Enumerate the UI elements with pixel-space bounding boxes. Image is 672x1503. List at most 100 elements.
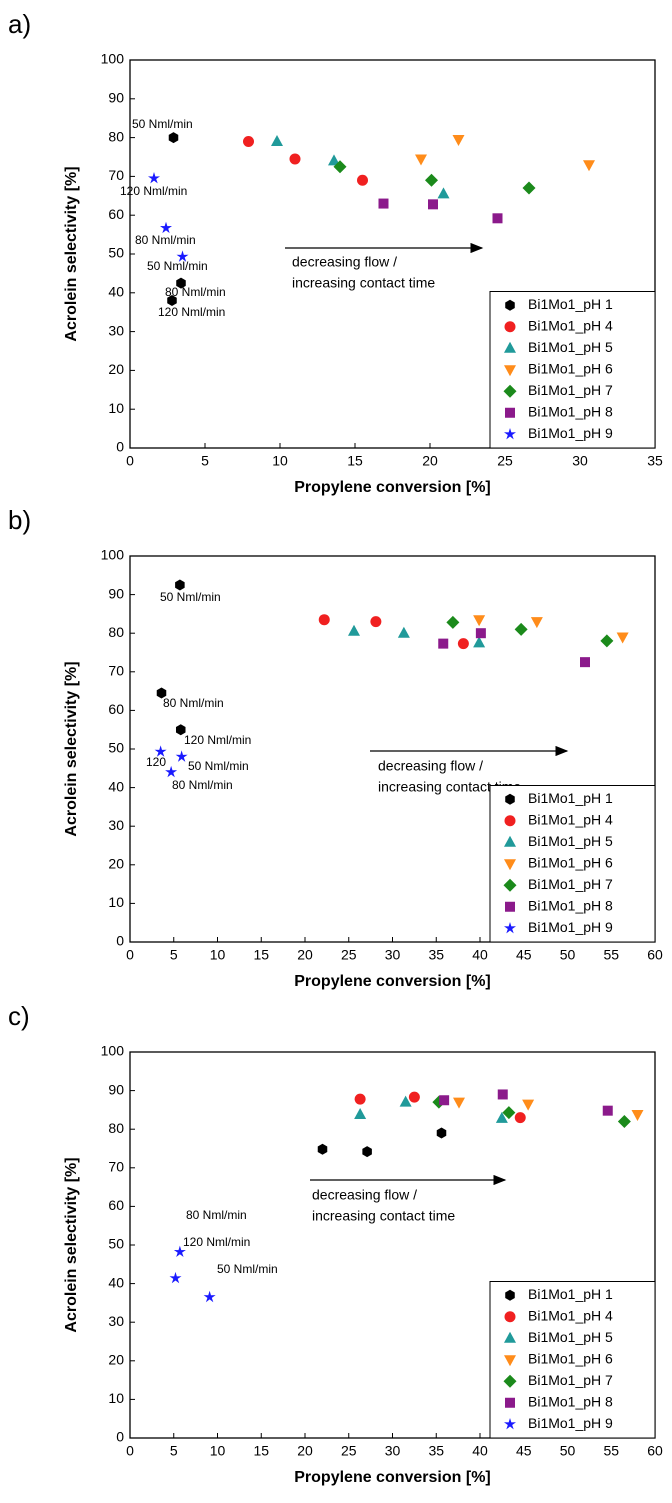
data-point: [362, 1146, 372, 1158]
x-tick-label: 30: [572, 453, 588, 469]
legend-label: Bi1Mo1_pH 1: [528, 296, 613, 312]
legend-label: Bi1Mo1_pH 6: [528, 854, 613, 870]
annotation: 80 Nml/min: [165, 285, 226, 299]
y-tick-label: 60: [108, 206, 124, 222]
x-tick-label: 40: [472, 947, 488, 963]
legend-label: Bi1Mo1_pH 7: [528, 382, 613, 398]
data-point: [436, 1127, 447, 1139]
y-tick-label: 10: [108, 400, 124, 416]
data-point: [175, 750, 188, 762]
x-tick-label: 25: [341, 947, 357, 963]
y-tick-label: 0: [116, 933, 124, 949]
legend-marker: [504, 859, 516, 871]
x-tick-label: 35: [647, 453, 663, 469]
data-point: [631, 1110, 644, 1122]
x-axis-title: Propylene conversion [%]: [294, 973, 491, 990]
legend-label: Bi1Mo1_pH 1: [528, 1286, 613, 1302]
legend-marker: [505, 299, 515, 311]
legend-marker: [503, 878, 517, 892]
x-tick-label: 50: [560, 947, 576, 963]
x-tick-label: 0: [126, 947, 134, 963]
annotation: 120: [146, 755, 166, 769]
data-point: [175, 579, 185, 591]
data-point: [583, 160, 595, 172]
y-tick-label: 70: [108, 167, 124, 183]
data-point: [289, 153, 301, 165]
x-tick-label: 10: [210, 1443, 226, 1459]
legend-label: Bi1Mo1_pH 5: [528, 1329, 613, 1345]
x-tick-label: 15: [347, 453, 363, 469]
y-tick-label: 90: [108, 585, 124, 601]
arrow-text: decreasing flow /: [312, 1187, 417, 1203]
legend-marker: [504, 321, 516, 333]
annotation: 80 Nml/min: [172, 778, 233, 792]
panel-label: c): [8, 1001, 30, 1031]
legend-label: Bi1Mo1_pH 7: [528, 876, 613, 892]
data-point: [318, 614, 330, 626]
annotation: 120 Nml/min: [158, 305, 225, 319]
arrow-text: increasing contact time: [312, 1208, 455, 1224]
x-tick-label: 20: [422, 453, 438, 469]
y-axis-title: Acrolein selectivity [%]: [63, 1157, 80, 1332]
data-point: [203, 1290, 216, 1303]
annotation: 120 Nml/min: [120, 184, 187, 198]
data-point: [348, 624, 360, 636]
data-point: [175, 724, 186, 736]
y-tick-label: 0: [116, 439, 124, 455]
legend-marker: [504, 427, 516, 440]
data-point: [176, 250, 189, 262]
y-tick-label: 30: [108, 322, 124, 338]
x-tick-label: 15: [253, 947, 269, 963]
legend-marker: [504, 365, 516, 377]
data-point: [600, 634, 614, 648]
data-point: [475, 628, 486, 639]
data-point: [602, 1105, 613, 1116]
y-tick-label: 50: [108, 1236, 124, 1252]
legend-label: Bi1Mo1_pH 7: [528, 1372, 613, 1388]
y-tick-label: 70: [108, 663, 124, 679]
y-axis-title: Acrolein selectivity [%]: [63, 166, 80, 341]
annotation: 120 Nml/min: [183, 1235, 250, 1249]
x-tick-label: 20: [297, 947, 313, 963]
y-tick-label: 100: [101, 1043, 125, 1059]
annotation: 80 Nml/min: [135, 233, 196, 247]
data-point: [148, 172, 160, 184]
annotation: 50 Nml/min: [217, 1262, 278, 1276]
y-tick-label: 90: [108, 1081, 124, 1097]
legend-marker: [503, 1374, 517, 1388]
legend-label: Bi1Mo1_pH 4: [528, 1307, 613, 1323]
y-tick-label: 10: [108, 1390, 124, 1406]
data-point: [428, 199, 438, 210]
y-tick-label: 80: [108, 624, 124, 640]
data-point: [492, 213, 503, 224]
annotation: 50 Nml/min: [132, 117, 193, 131]
y-axis-title: Acrolein selectivity [%]: [63, 661, 80, 836]
legend-marker: [504, 815, 516, 827]
data-point: [243, 135, 254, 147]
legend-marker: [504, 1355, 516, 1367]
annotation: 80 Nml/min: [186, 1208, 247, 1222]
data-point: [514, 1112, 526, 1124]
data-point: [473, 615, 486, 627]
y-tick-label: 60: [108, 1197, 124, 1213]
legend-marker: [504, 921, 516, 934]
x-tick-label: 10: [210, 947, 226, 963]
data-point: [452, 135, 465, 147]
data-point: [168, 132, 179, 144]
y-tick-label: 30: [108, 817, 124, 833]
data-point: [357, 174, 368, 186]
x-tick-label: 60: [647, 1443, 663, 1459]
data-point: [156, 687, 167, 699]
x-tick-label: 45: [516, 947, 532, 963]
legend-marker: [503, 384, 517, 398]
annotation: 50 Nml/min: [188, 759, 249, 773]
data-point: [354, 1093, 366, 1105]
data-point: [522, 181, 536, 195]
data-point: [169, 1271, 182, 1284]
x-tick-label: 45: [516, 1443, 532, 1459]
data-point: [457, 638, 469, 650]
x-tick-label: 0: [126, 453, 134, 469]
x-tick-label: 60: [647, 947, 663, 963]
legend-label: Bi1Mo1_pH 9: [528, 425, 613, 441]
legend-label: Bi1Mo1_pH 6: [528, 1350, 613, 1366]
